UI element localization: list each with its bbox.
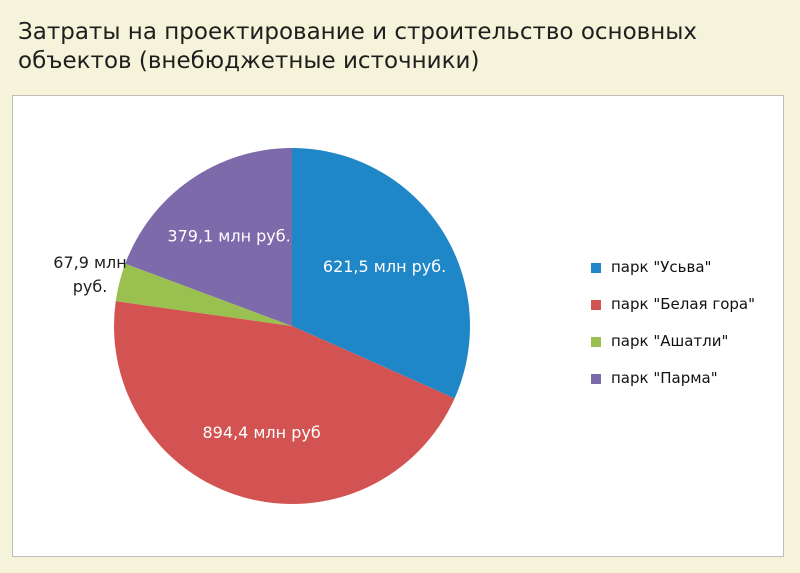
pie-slice-parma <box>125 148 292 326</box>
data-label-ashatli: 67,9 млн руб. <box>53 253 127 296</box>
data-label-belaya-gora: 894,4 млн руб <box>202 423 320 442</box>
legend-swatch-parma <box>591 374 601 384</box>
pie-slice-belaya-gora <box>113 301 455 505</box>
legend-item-parma: парк "Парма" <box>591 369 791 394</box>
chart-frame: 621,5 млн руб. 894,4 млн руб 379,1 млн руб… <box>12 95 784 557</box>
data-label-parma: 379,1 млн руб. <box>167 226 290 245</box>
chart-title: Затраты на проектирование и строительств… <box>18 19 698 74</box>
legend-item-belaya-gora: парк "Белая гора" <box>591 295 791 320</box>
pie-slice-usva <box>292 148 470 399</box>
pie-chart: 621,5 млн руб. 894,4 млн руб 379,1 млн руб… <box>113 148 470 505</box>
legend-item-ashatli: парк "Ашатли" <box>591 332 791 357</box>
legend-swatch-ashatli <box>591 337 601 347</box>
legend-label-parma: парк "Парма" <box>611 369 718 387</box>
legend-label-usva: парк "Усьва" <box>611 258 712 276</box>
data-label-usva: 621,5 млн руб. <box>323 257 446 276</box>
legend-label-belaya-gora: парк "Белая гора" <box>611 295 756 313</box>
pie-slice-ashatli <box>115 263 292 326</box>
legend-item-usva: парк "Усьва" <box>591 258 791 283</box>
legend-swatch-belaya-gora <box>591 300 601 310</box>
legend-swatch-usva <box>591 263 601 273</box>
chart-legend: парк "Усьва" парк "Белая гора" парк "Аша… <box>591 258 791 406</box>
legend-label-ashatli: парк "Ашатли" <box>611 332 729 350</box>
